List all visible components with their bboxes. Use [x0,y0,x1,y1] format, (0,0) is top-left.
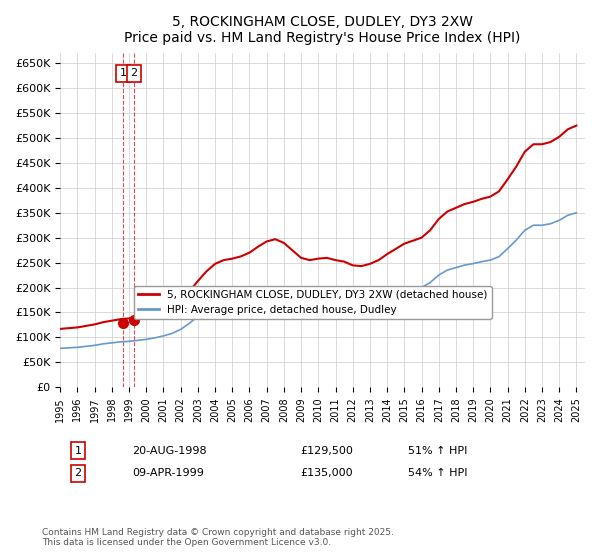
Text: £135,000: £135,000 [300,468,353,478]
Text: 1: 1 [74,446,82,456]
Legend: 5, ROCKINGHAM CLOSE, DUDLEY, DY3 2XW (detached house), HPI: Average price, detac: 5, ROCKINGHAM CLOSE, DUDLEY, DY3 2XW (de… [134,286,491,319]
Title: 5, ROCKINGHAM CLOSE, DUDLEY, DY3 2XW
Price paid vs. HM Land Registry's House Pri: 5, ROCKINGHAM CLOSE, DUDLEY, DY3 2XW Pri… [124,15,521,45]
Text: 09-APR-1999: 09-APR-1999 [132,468,204,478]
Text: 1: 1 [119,68,127,78]
Text: 51% ↑ HPI: 51% ↑ HPI [408,446,467,456]
Text: 2: 2 [130,68,137,78]
Text: £129,500: £129,500 [300,446,353,456]
Text: 54% ↑ HPI: 54% ↑ HPI [408,468,467,478]
Text: 20-AUG-1998: 20-AUG-1998 [132,446,206,456]
Text: 2: 2 [74,468,82,478]
Text: Contains HM Land Registry data © Crown copyright and database right 2025.
This d: Contains HM Land Registry data © Crown c… [42,528,394,547]
